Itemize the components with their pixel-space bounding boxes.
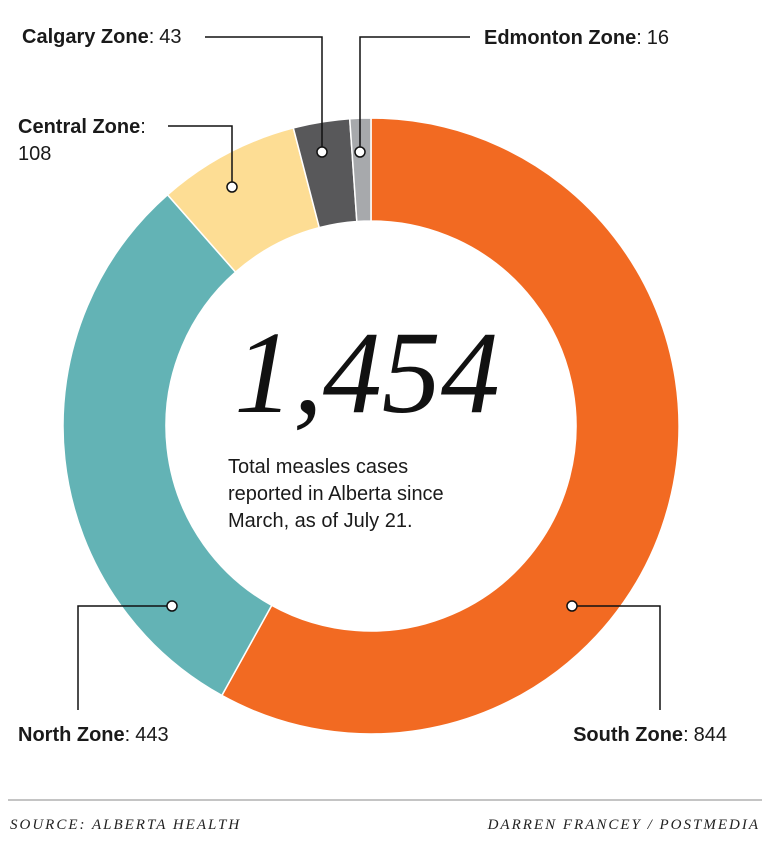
source: SOURCE: ALBERTA HEALTH — [10, 817, 241, 833]
leader-dot — [226, 181, 238, 193]
segment-value: 16 — [647, 27, 669, 49]
label-separator: : — [149, 26, 155, 48]
label-separator: : — [125, 724, 131, 746]
donut-segment — [348, 117, 372, 223]
segment-name: South Zone — [573, 724, 683, 746]
donut-segment — [220, 117, 680, 735]
segment-label: Calgary Zone: 43 — [22, 26, 182, 48]
donut-segment — [62, 193, 273, 697]
segment-label: Edmonton Zone: 16 — [484, 27, 669, 49]
leader-line — [205, 36, 323, 152]
segment-value: 443 — [135, 724, 168, 746]
leader-line — [168, 125, 233, 187]
segment-value: 108 — [18, 143, 51, 165]
segment-label: Central Zone: 108 — [18, 116, 146, 165]
label-separator: : — [636, 27, 642, 49]
credit: DARREN FRANCEY / POSTMEDIA — [487, 817, 760, 833]
segment-label: South Zone: 844 — [573, 724, 727, 746]
segment-name: North Zone — [18, 724, 125, 746]
segment-name: Central Zone — [18, 116, 140, 138]
label-separator: : — [140, 116, 146, 138]
leader-dot — [316, 146, 328, 158]
segment-value: 43 — [159, 26, 181, 48]
annotation-line: Total measles cases — [228, 456, 408, 478]
leader-dot — [166, 600, 178, 612]
leader-dot — [354, 146, 366, 158]
segment-label: North Zone: 443 — [18, 724, 169, 746]
leader-dot — [566, 600, 578, 612]
annotation-line: reported in Alberta since — [228, 483, 444, 505]
annotation-line: March, as of July 21. — [228, 510, 413, 532]
leader-line — [572, 605, 661, 710]
segment-name: Edmonton Zone — [484, 27, 636, 49]
center-total: 1,454 — [234, 307, 500, 438]
leader-line — [77, 605, 172, 710]
label-separator: : — [683, 724, 689, 746]
segment-name: Calgary Zone — [22, 26, 149, 48]
leader-line — [359, 36, 470, 152]
segment-value: 844 — [694, 724, 727, 746]
